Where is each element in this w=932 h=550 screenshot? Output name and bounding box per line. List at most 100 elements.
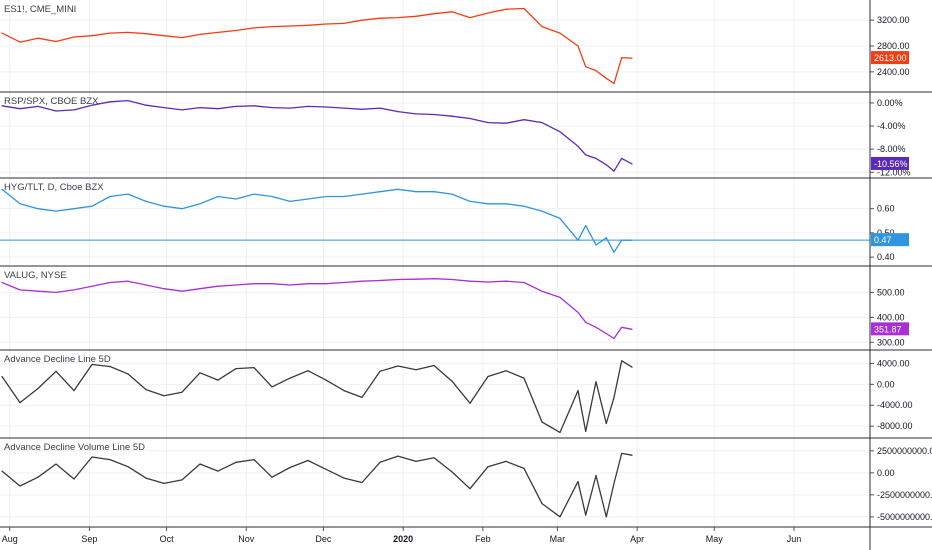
data-point — [451, 115, 453, 117]
data-point — [379, 279, 381, 282]
data-point — [379, 461, 381, 463]
data-point — [451, 471, 453, 473]
data-point — [271, 26, 273, 28]
y-tick-label: -2500000000.00 — [877, 490, 932, 500]
data-point — [585, 514, 587, 516]
data-point — [145, 200, 147, 202]
data-point — [55, 370, 57, 372]
chart-pane-1: 2400.00 2800.00 3200.00 2613.00 ES1!, CME_MI… — [0, 4, 932, 93]
data-point — [585, 66, 587, 68]
data-point — [631, 366, 633, 368]
data-point — [379, 107, 381, 109]
data-point — [621, 326, 623, 328]
data-point — [199, 288, 201, 290]
data-point — [145, 388, 147, 391]
data-point — [271, 106, 273, 109]
x-tick-label: Nov — [238, 534, 255, 544]
data-point — [163, 482, 165, 484]
data-point — [253, 366, 255, 369]
data-point — [487, 466, 489, 468]
data-point — [433, 364, 435, 367]
data-point — [433, 13, 435, 15]
y-tick-label: 0.00 — [877, 379, 895, 389]
data-point — [19, 485, 21, 487]
data-point — [235, 284, 237, 286]
last-value-label: -10.56% — [874, 159, 908, 169]
data-point — [109, 459, 111, 461]
data-point — [163, 205, 165, 207]
data-point — [217, 31, 219, 34]
x-tick-label: Aug — [2, 534, 18, 544]
data-point — [325, 468, 327, 470]
data-point — [55, 463, 57, 465]
data-point — [469, 16, 471, 19]
x-tick-label: Dec — [315, 534, 332, 544]
data-point — [163, 395, 165, 397]
data-point — [469, 488, 471, 490]
data-point — [181, 391, 183, 393]
data-point — [19, 402, 21, 404]
data-point — [307, 24, 309, 26]
data-point — [37, 290, 39, 292]
data-point — [181, 37, 183, 39]
data-point — [613, 82, 615, 85]
data-point — [595, 69, 597, 72]
y-tick-label: 4000.00 — [877, 358, 910, 368]
data-point — [289, 200, 291, 202]
data-point — [559, 516, 561, 518]
data-point — [621, 239, 623, 241]
y-tick-label: 500.00 — [877, 287, 905, 297]
last-value-label: 0.47 — [874, 235, 892, 245]
data-point — [325, 23, 327, 25]
data-point — [397, 365, 399, 367]
data-point — [631, 328, 633, 330]
data-point — [541, 421, 543, 423]
data-point — [541, 503, 543, 505]
data-point — [307, 283, 309, 285]
data-point — [55, 110, 57, 112]
data-point — [361, 481, 363, 484]
data-point — [235, 29, 237, 32]
data-point — [1, 105, 3, 107]
data-point — [343, 281, 345, 284]
data-point — [361, 19, 363, 21]
data-point — [379, 370, 381, 372]
data-point — [199, 203, 201, 205]
data-point — [559, 32, 561, 34]
data-point — [631, 239, 633, 241]
data-point — [523, 205, 525, 207]
data-point — [73, 390, 75, 392]
data-point — [217, 285, 219, 287]
data-point — [631, 454, 633, 456]
data-point — [145, 284, 147, 286]
data-point — [541, 121, 543, 124]
data-point — [91, 35, 93, 37]
data-point — [127, 31, 129, 34]
data-point — [91, 285, 93, 287]
data-point — [523, 119, 525, 121]
data-point — [577, 239, 579, 241]
pane-title: RSP/SPX, CBOE BZX — [4, 96, 99, 107]
y-tick-label: 2500000000.00 — [877, 446, 932, 456]
data-point — [397, 111, 399, 113]
last-value-label: 2613.00 — [874, 53, 907, 63]
data-point — [469, 200, 471, 202]
x-tick-label: 2020 — [393, 534, 413, 544]
data-point — [109, 101, 111, 103]
data-point — [1, 375, 3, 378]
pane-title: VALUG, NYSE — [4, 270, 67, 281]
data-point — [199, 372, 201, 374]
data-point — [343, 22, 345, 24]
data-point — [253, 27, 255, 29]
data-point — [523, 377, 525, 379]
data-point — [397, 455, 399, 457]
data-point — [253, 283, 255, 285]
data-point — [451, 11, 453, 13]
data-point — [271, 386, 273, 388]
data-point — [127, 466, 129, 468]
data-point — [1, 32, 3, 34]
data-point — [621, 157, 623, 159]
y-tick-label: 0.40 — [877, 252, 895, 262]
data-point — [505, 370, 507, 372]
data-point — [605, 164, 607, 166]
